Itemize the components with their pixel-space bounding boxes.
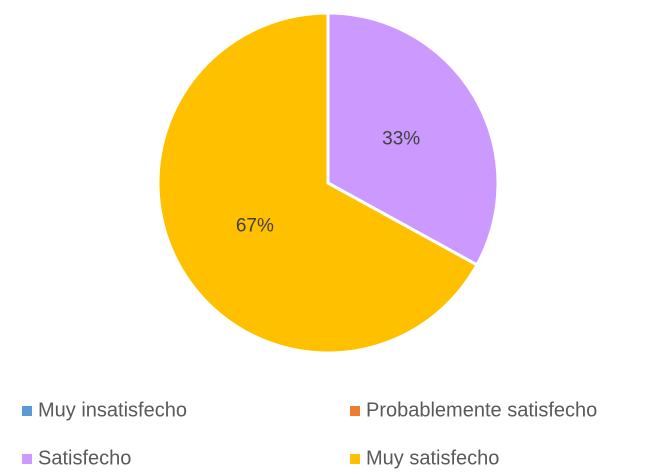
legend-swatch [22,406,32,416]
pie-slice [326,11,500,267]
data-label: 67% [236,215,274,236]
legend-swatch [350,454,360,464]
legend-swatch [350,406,360,416]
data-label: 33% [382,129,420,150]
legend-label: Probablemente satisfecho [366,399,597,421]
legend-label: Muy insatisfecho [38,399,187,421]
legend-label: Satisfecho [38,447,131,469]
legend-swatch [22,454,32,464]
pie-slice [156,11,479,355]
legend-label: Muy satisfecho [366,447,499,469]
